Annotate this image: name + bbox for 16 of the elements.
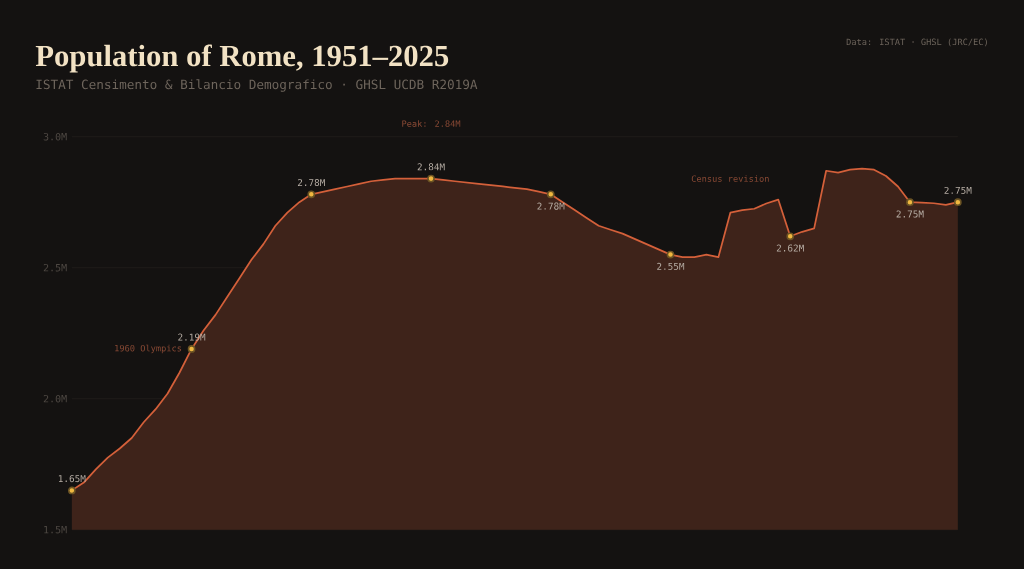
data-label: 2.84M [417, 163, 445, 171]
data-label: 2.78M [537, 202, 565, 210]
chart-subtitle: ISTAT Censimento & Bilancio Demografico · GHSL UCDB R2019A [36, 79, 478, 92]
data-label: 2.75M [896, 210, 924, 218]
data-label: 1.65M [58, 475, 86, 483]
data-label: 2.62M [776, 244, 804, 252]
annotation: 1960 Olympics [115, 344, 182, 354]
data-label: 2.75M [944, 186, 972, 194]
annotation: Census revision [691, 175, 769, 182]
chart-title: Population of Rome, 1951–2025 [35, 44, 449, 73]
y-tick-label: 2.0M [43, 394, 67, 403]
data-label: 2.78M [297, 179, 325, 187]
text: Data: ISTAT · GHSL (JRC/EC) [846, 38, 987, 47]
y-tick-label: 2.5M [43, 263, 67, 272]
text: Peak: 2.84M [402, 120, 461, 127]
data-label: 2.55M [657, 262, 685, 270]
